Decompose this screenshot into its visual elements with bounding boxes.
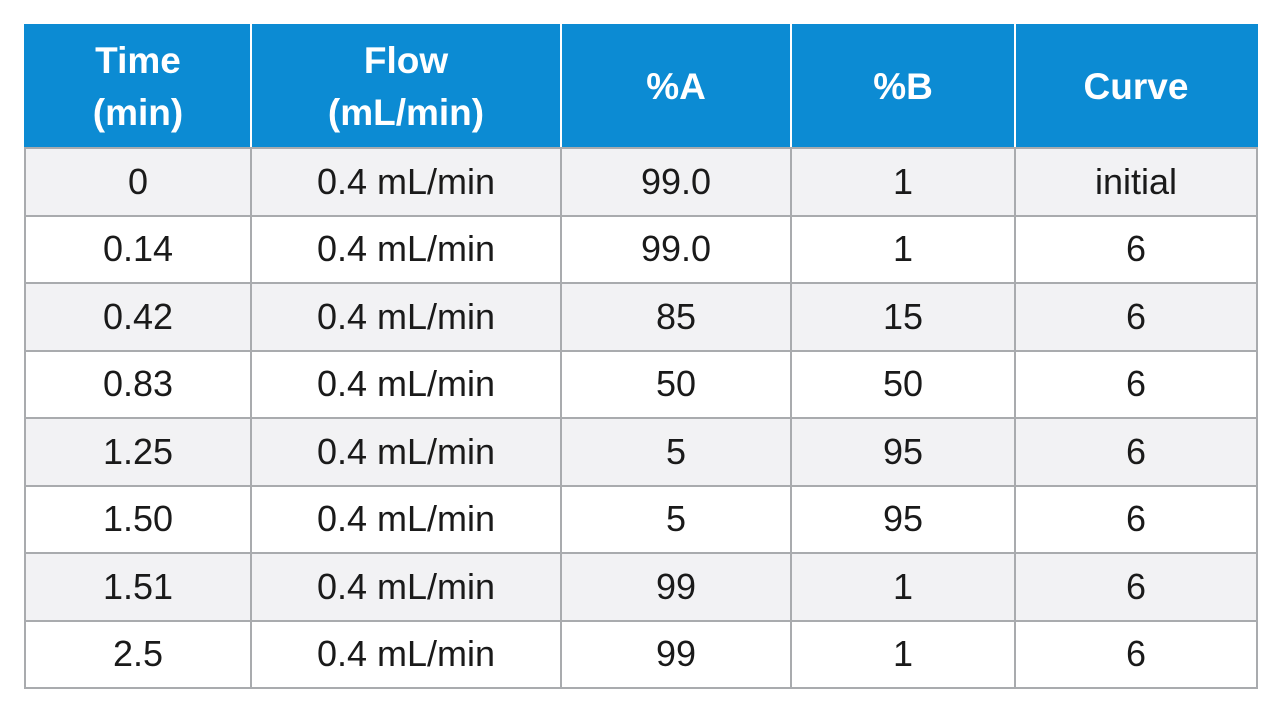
table-row: 0.14 0.4 mL/min 99.0 1 6 — [24, 214, 1258, 284]
header-flow: Flow (mL/min) — [250, 24, 562, 149]
header-time-unit: (min) — [92, 91, 184, 133]
cell-flow: 0.4 mL/min — [250, 619, 562, 689]
header-percent-a: %A — [560, 24, 792, 149]
cell-percent-b: 1 — [790, 619, 1016, 689]
cell-flow: 0.4 mL/min — [250, 147, 562, 217]
cell-curve: 6 — [1014, 552, 1258, 622]
cell-time: 1.51 — [24, 552, 252, 622]
cell-percent-b: 1 — [790, 147, 1016, 217]
table-row: 0 0.4 mL/min 99.0 1 initial — [24, 147, 1258, 217]
cell-time: 0 — [24, 147, 252, 217]
header-curve-label: Curve — [1083, 65, 1189, 107]
cell-percent-a: 50 — [560, 349, 792, 419]
cell-flow: 0.4 mL/min — [250, 484, 562, 554]
cell-flow: 0.4 mL/min — [250, 214, 562, 284]
cell-curve: initial — [1014, 147, 1258, 217]
table-row: 2.5 0.4 mL/min 99 1 6 — [24, 619, 1258, 689]
cell-time: 0.83 — [24, 349, 252, 419]
cell-percent-b: 1 — [790, 552, 1016, 622]
cell-percent-a: 99 — [560, 619, 792, 689]
cell-percent-a: 5 — [560, 484, 792, 554]
cell-flow: 0.4 mL/min — [250, 417, 562, 487]
header-time: Time (min) — [24, 24, 252, 149]
table-row: 1.51 0.4 mL/min 99 1 6 — [24, 552, 1258, 622]
cell-time: 2.5 — [24, 619, 252, 689]
header-percent-a-label: %A — [646, 65, 706, 107]
table-header: Time (min) Flow (mL/min) %A %B Curve — [24, 24, 1258, 149]
cell-curve: 6 — [1014, 417, 1258, 487]
table-row: 1.50 0.4 mL/min 5 95 6 — [24, 484, 1258, 554]
table-row: 0.42 0.4 mL/min 85 15 6 — [24, 282, 1258, 352]
cell-time: 0.14 — [24, 214, 252, 284]
cell-time: 1.50 — [24, 484, 252, 554]
cell-flow: 0.4 mL/min — [250, 552, 562, 622]
cell-percent-a: 5 — [560, 417, 792, 487]
header-row: Time (min) Flow (mL/min) %A %B Curve — [24, 24, 1258, 149]
cell-curve: 6 — [1014, 282, 1258, 352]
header-flow-unit: (mL/min) — [327, 91, 485, 133]
cell-percent-b: 1 — [790, 214, 1016, 284]
cell-percent-a: 85 — [560, 282, 792, 352]
cell-time: 1.25 — [24, 417, 252, 487]
table-row: 0.83 0.4 mL/min 50 50 6 — [24, 349, 1258, 419]
cell-percent-b: 15 — [790, 282, 1016, 352]
cell-flow: 0.4 mL/min — [250, 349, 562, 419]
cell-curve: 6 — [1014, 619, 1258, 689]
cell-curve: 6 — [1014, 214, 1258, 284]
gradient-table-container: Time (min) Flow (mL/min) %A %B Curve — [24, 24, 1258, 689]
cell-percent-b: 95 — [790, 417, 1016, 487]
header-flow-label: Flow — [363, 39, 449, 81]
cell-percent-a: 99 — [560, 552, 792, 622]
cell-percent-a: 99.0 — [560, 214, 792, 284]
cell-curve: 6 — [1014, 484, 1258, 554]
table-row: 1.25 0.4 mL/min 5 95 6 — [24, 417, 1258, 487]
header-percent-b-label: %B — [873, 65, 933, 107]
cell-flow: 0.4 mL/min — [250, 282, 562, 352]
cell-curve: 6 — [1014, 349, 1258, 419]
header-time-label: Time — [95, 39, 181, 81]
cell-percent-a: 99.0 — [560, 147, 792, 217]
header-percent-b: %B — [790, 24, 1016, 149]
gradient-table: Time (min) Flow (mL/min) %A %B Curve — [24, 24, 1258, 689]
table-body: 0 0.4 mL/min 99.0 1 initial 0.14 0.4 mL/… — [24, 147, 1258, 689]
header-curve: Curve — [1014, 24, 1258, 149]
cell-percent-b: 50 — [790, 349, 1016, 419]
cell-time: 0.42 — [24, 282, 252, 352]
cell-percent-b: 95 — [790, 484, 1016, 554]
